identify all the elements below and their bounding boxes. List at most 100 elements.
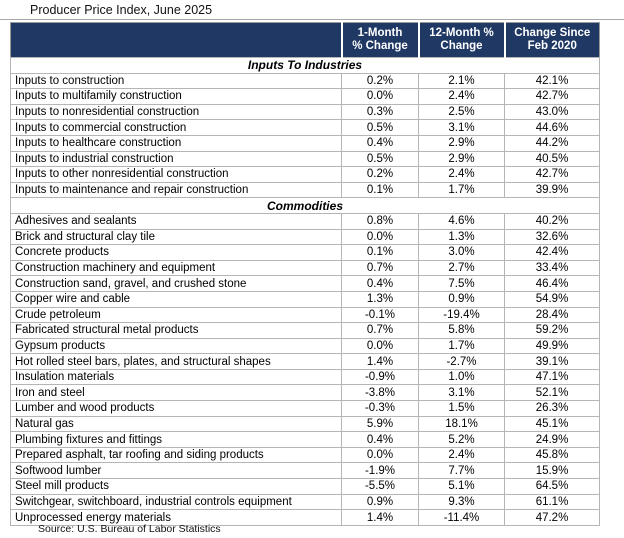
cell-since-feb2020: 42.1%	[504, 72, 600, 90]
row-label: Insulation materials	[10, 368, 342, 386]
cell-1month: 0.4%	[341, 275, 419, 292]
table-row: Softwood lumber -1.9% 7.7% 15.9%	[10, 462, 600, 480]
table-row: Inputs to construction 0.2% 2.1% 42.1%	[10, 72, 600, 90]
cell-since-feb2020: 24.9%	[504, 431, 600, 448]
cell-since-feb2020: 49.9%	[504, 337, 600, 355]
table-row: Insulation materials -0.9% 1.0% 47.1%	[10, 368, 600, 386]
table-row: Inputs to healthcare construction 0.4% 2.9…	[10, 134, 600, 152]
cell-1month: 1.4%	[341, 509, 419, 526]
table-body: Inputs To Industries Inputs to constructi…	[10, 57, 600, 526]
cell-1month: 0.3%	[341, 103, 419, 121]
table-row: Fabricated structural metal products 0.7%…	[10, 322, 600, 339]
cell-12month: 2.9%	[418, 134, 505, 152]
cell-1month: 0.1%	[341, 244, 419, 261]
row-label: Inputs to other nonresidential construct…	[10, 166, 342, 183]
header-row: 1-Month % Change 12-Month % Change Chang…	[10, 22, 600, 58]
cell-since-feb2020: 39.9%	[504, 181, 600, 199]
header-12month: 12-Month % Change	[417, 22, 505, 58]
cell-12month: 1.5%	[418, 400, 505, 417]
row-label: Steel mill products	[10, 478, 342, 495]
cell-1month: 0.7%	[341, 259, 419, 277]
cell-since-feb2020: 45.1%	[504, 415, 600, 433]
cell-12month: 2.1%	[418, 72, 505, 90]
title-divider	[0, 19, 624, 20]
header-12month-line2: Change	[440, 40, 483, 52]
cell-12month: 5.8%	[418, 322, 505, 339]
row-label: Construction sand, gravel, and crushed s…	[10, 275, 342, 292]
cell-12month: 0.9%	[418, 290, 505, 308]
cell-12month: 1.7%	[418, 181, 505, 199]
cell-12month: 1.3%	[418, 228, 505, 246]
cell-since-feb2020: 42.7%	[504, 166, 600, 183]
cell-1month: 0.4%	[341, 431, 419, 448]
row-label: Switchgear, switchboard, industrial cont…	[10, 493, 342, 511]
cell-since-feb2020: 44.2%	[504, 134, 600, 152]
cell-since-feb2020: 32.6%	[504, 228, 600, 246]
cell-12month: 7.7%	[418, 462, 505, 480]
cell-12month: 2.9%	[418, 150, 505, 168]
cell-since-feb2020: 40.5%	[504, 150, 600, 168]
row-label: Copper wire and cable	[10, 290, 342, 308]
cell-1month: 1.3%	[341, 290, 419, 308]
row-label: Inputs to healthcare construction	[10, 134, 342, 152]
header-blank-cell	[10, 22, 342, 58]
cell-12month: 2.4%	[418, 88, 505, 105]
row-label: Inputs to construction	[10, 72, 342, 90]
cell-12month: 2.7%	[418, 259, 505, 277]
section-title: Inputs To Industries	[10, 57, 600, 74]
row-label: Concrete products	[10, 244, 342, 261]
cell-12month: -19.4%	[418, 306, 505, 324]
section-header-row: Commodities	[10, 197, 600, 214]
cell-1month: 5.9%	[341, 415, 419, 433]
cell-since-feb2020: 54.9%	[504, 290, 600, 308]
table-row: Plumbing fixtures and fittings 0.4% 5.2% 24…	[10, 431, 600, 448]
table-header: 1-Month % Change 12-Month % Change Chang…	[10, 22, 600, 58]
cell-since-feb2020: 52.1%	[504, 384, 600, 402]
row-label: Construction machinery and equipment	[10, 259, 342, 277]
cell-1month: 0.9%	[341, 493, 419, 511]
table-row: Inputs to commercial construction 0.5% 3.1…	[10, 119, 600, 136]
table-row: Brick and structural clay tile 0.0% 1.3% 32…	[10, 228, 600, 246]
cell-since-feb2020: 46.4%	[504, 275, 600, 292]
cell-since-feb2020: 43.0%	[504, 103, 600, 121]
table-row: Inputs to multifamily construction 0.0% 2.…	[10, 88, 600, 105]
cell-since-feb2020: 47.2%	[504, 509, 600, 526]
cell-12month: 7.5%	[418, 275, 505, 292]
cell-1month: 0.1%	[341, 181, 419, 199]
table-row: Inputs to nonresidential construction 0.3…	[10, 103, 600, 121]
row-label: Hot rolled steel bars, plates, and struc…	[10, 353, 342, 370]
cell-since-feb2020: 42.7%	[504, 88, 600, 105]
table-row: Inputs to maintenance and repair constru…	[10, 181, 600, 199]
table-row: Steel mill products -5.5% 5.1% 64.5%	[10, 478, 600, 495]
cell-since-feb2020: 15.9%	[504, 462, 600, 480]
row-label: Crude petroleum	[10, 306, 342, 324]
cell-since-feb2020: 64.5%	[504, 478, 600, 495]
cell-1month: -0.9%	[341, 368, 419, 386]
table-row: Natural gas 5.9% 18.1% 45.1%	[10, 415, 600, 433]
cell-12month: 2.5%	[418, 103, 505, 121]
row-label: Prepared asphalt, tar roofing and siding…	[10, 446, 342, 464]
cell-1month: 0.5%	[341, 150, 419, 168]
cell-12month: 1.7%	[418, 337, 505, 355]
cell-12month: 2.4%	[418, 446, 505, 464]
table-row: Inputs to industrial construction 0.5% 2.9…	[10, 150, 600, 168]
row-label: Plumbing fixtures and fittings	[10, 431, 342, 448]
cell-12month: -2.7%	[418, 353, 505, 370]
cell-12month: 2.4%	[418, 166, 505, 183]
row-label: Softwood lumber	[10, 462, 342, 480]
row-label: Inputs to maintenance and repair constru…	[10, 181, 342, 199]
row-label: Inputs to multifamily construction	[10, 88, 342, 105]
cell-since-feb2020: 61.1%	[504, 493, 600, 511]
table-row: Switchgear, switchboard, industrial cont…	[10, 493, 600, 511]
table-row: Adhesives and sealants 0.8% 4.6% 40.2%	[10, 212, 600, 230]
cell-1month: 0.0%	[341, 88, 419, 105]
header-1month-line2: % Change	[352, 40, 408, 52]
cell-12month: 18.1%	[418, 415, 505, 433]
cell-1month: 0.0%	[341, 337, 419, 355]
section-header-row: Inputs To Industries	[10, 57, 600, 74]
cell-since-feb2020: 28.4%	[504, 306, 600, 324]
row-label: Lumber and wood products	[10, 400, 342, 417]
header-1month: 1-Month % Change	[340, 22, 419, 58]
cell-since-feb2020: 39.1%	[504, 353, 600, 370]
cell-since-feb2020: 44.6%	[504, 119, 600, 136]
